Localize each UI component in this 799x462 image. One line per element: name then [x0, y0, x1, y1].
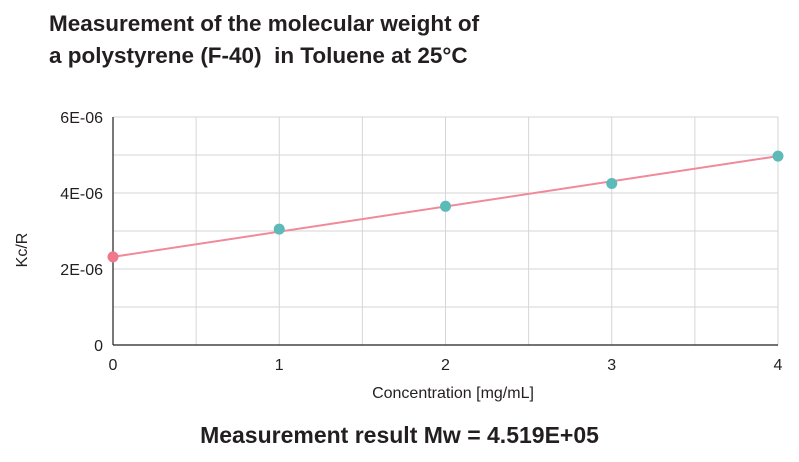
y-tick-label: 0 [94, 338, 103, 355]
y-tick-label: 4E-06 [60, 186, 103, 203]
data-point [440, 200, 451, 212]
measurement-result: Measurement result Mw = 4.519E+05 [0, 422, 799, 449]
y-tick-label: 2E-06 [60, 262, 103, 279]
x-tick-label: 1 [275, 357, 284, 374]
y-tick-label: 6E-06 [60, 110, 103, 127]
chart-title-line-2: a polystyrene (F-40) in Toluene at 25°C [49, 43, 468, 68]
intercept-point [107, 251, 119, 263]
chart-title-line-1: Measurement of the molecular weight of [49, 11, 480, 36]
result-label: Measurement result Mw = [200, 422, 488, 448]
data-point [273, 223, 285, 235]
chart-title: Measurement of the molecular weight of a… [49, 8, 479, 72]
x-tick-label: 3 [607, 357, 616, 374]
x-tick-label: 0 [109, 357, 118, 374]
axes [112, 117, 778, 346]
grid-lines [112, 116, 779, 346]
scatter-chart: 0 1 2 3 4 0 2E-06 4E-06 6E-06 Concentration [mg/… [14, 110, 784, 402]
data-point [772, 150, 784, 162]
x-tick-label: 4 [774, 357, 783, 374]
tick-labels: 0 1 2 3 4 0 2E-06 4E-06 6E-06 [60, 110, 782, 374]
data-points [107, 150, 784, 263]
x-tick-label: 2 [441, 357, 450, 374]
y-axis-label: Kc/R [14, 233, 31, 268]
result-value: 4.519E+05 [487, 422, 599, 448]
data-point [606, 178, 618, 189]
x-axis-label: Concentration [mg/mL] [372, 385, 534, 402]
